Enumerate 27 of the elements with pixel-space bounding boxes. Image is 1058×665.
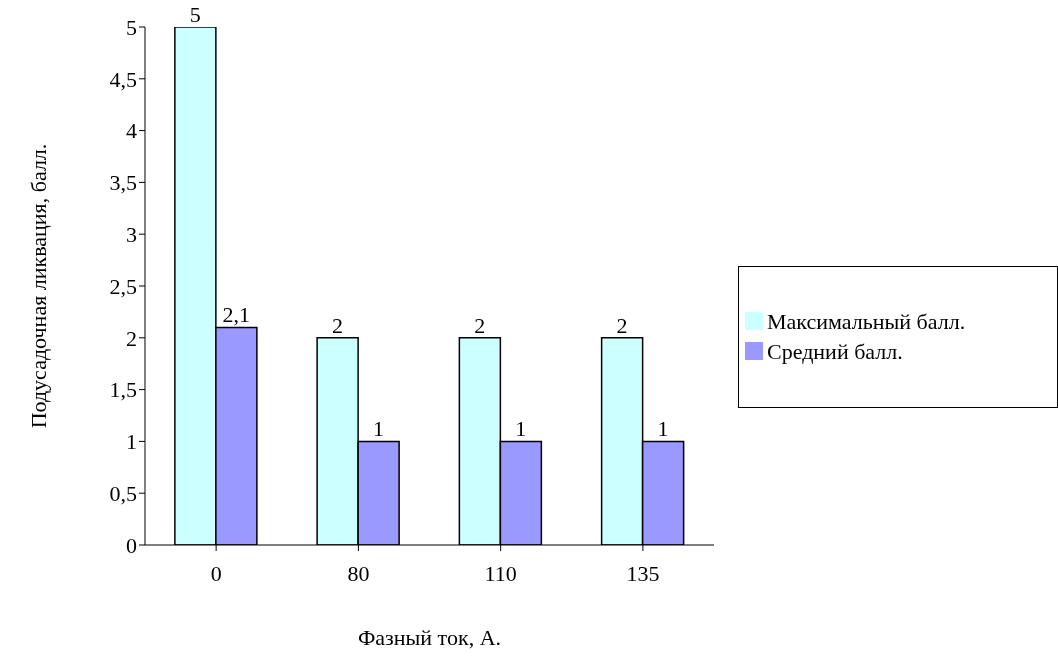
y-tick-label: 0 bbox=[126, 532, 137, 558]
data-label: 1 bbox=[515, 416, 527, 442]
y-tick-label: 5 bbox=[126, 14, 137, 40]
x-tick-label: 135 bbox=[626, 560, 660, 586]
x-tick-label: 80 bbox=[347, 560, 370, 586]
y-tick-label: 0,5 bbox=[109, 481, 137, 507]
y-axis-title: Подусадочная ликвация, балл. bbox=[25, 143, 51, 429]
data-label: 2,1 bbox=[222, 302, 251, 328]
y-tick-label: 2 bbox=[126, 325, 137, 351]
y-tick-label: 4,5 bbox=[109, 66, 137, 92]
x-tick-label: 0 bbox=[210, 560, 222, 586]
legend-label: Средний балл. bbox=[767, 337, 904, 366]
data-label: 2 bbox=[474, 312, 486, 338]
y-tick-label: 4 bbox=[126, 118, 137, 144]
y-tick-label: 3 bbox=[126, 222, 137, 248]
y-tick-label: 1,5 bbox=[109, 377, 137, 403]
legend-label: Максимальный балл. bbox=[767, 307, 967, 336]
data-label: 5 bbox=[189, 2, 201, 27]
x-tick-label: 110 bbox=[484, 560, 517, 586]
y-tick-label: 3,5 bbox=[109, 170, 137, 196]
y-tick-label: 1 bbox=[126, 429, 137, 455]
data-label: 1 bbox=[373, 416, 385, 442]
data-label: 2 bbox=[616, 312, 628, 338]
y-tick-label: 2,5 bbox=[109, 273, 137, 299]
x-axis-title: Фазный ток, А. bbox=[357, 625, 502, 650]
data-label: 1 bbox=[657, 416, 669, 442]
data-label: 2 bbox=[332, 312, 344, 338]
